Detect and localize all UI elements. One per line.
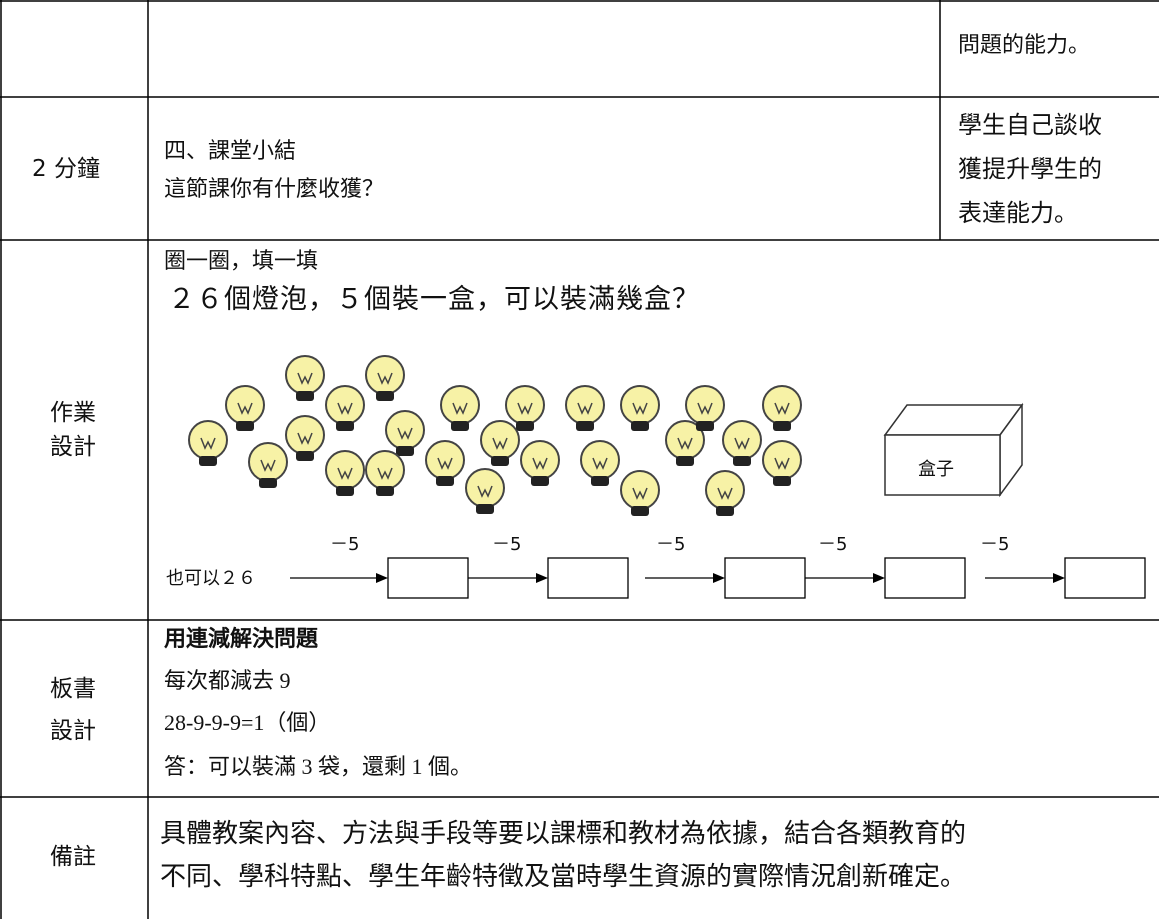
cell-text: 28-9-9-9=1（個） [164,710,331,735]
bulb [722,420,762,466]
bulb [762,440,802,486]
step-label: －5 [818,534,848,555]
chain-start: 也可以２６ [166,568,256,589]
bulb [225,385,265,431]
bulb [565,385,605,431]
cell-text: ２６個燈泡，５個裝一盒，可以裝滿幾盒？ [168,284,700,314]
bulb [520,440,560,486]
bulb [685,385,725,431]
step-label: －5 [330,534,360,555]
bulb [480,420,520,466]
step-label: －5 [492,534,522,555]
cell-text: 這節課你有什麼收獲？ [164,176,385,201]
row-label: 作業 [50,400,96,426]
bulb [385,410,425,456]
time-label: 2 分鐘 [32,156,100,182]
row-label: 板書 [50,676,96,702]
cell-text: 具體教案內容、方法與手段等要以課標和教材為依據，結合各類教育的 [160,819,967,848]
bulb [285,415,325,461]
bulb [620,385,660,431]
box-label: 盒子 [918,459,954,480]
bulb [248,442,288,488]
step-label: －5 [656,534,686,555]
bulb [762,385,802,431]
cell-text: 問題的能力。 [958,32,1091,57]
cell-text: 表達能力。 [958,201,1078,227]
cell-text: 用連減解決問題 [164,626,319,651]
bulb [620,470,660,516]
row-label: 設計 [50,434,96,460]
bulb [325,385,365,431]
bulb [365,450,405,496]
cell-text: 每次都減去 9 [164,668,291,693]
bulb [425,440,465,486]
bulb [665,420,705,466]
cell-text: 獲提升學生的 [958,157,1102,183]
bulb [440,385,480,431]
step-label: －5 [980,534,1010,555]
cell-text: 不同、學科特點、學生年齡特徵及當時學生資源的實際情況創新確定。 [160,862,967,891]
bulb [285,355,325,401]
cell-text: 四、課堂小結 [164,138,297,163]
bulb [505,385,545,431]
row-label: 備註 [50,844,96,870]
cell-text: 圈一圈，填一填 [164,248,319,273]
bulb [325,450,365,496]
bulb [465,468,505,514]
row-label: 設計 [50,718,96,744]
bulb [580,440,620,486]
bulb [365,355,405,401]
bulb [705,470,745,516]
cell-text: 學生自己談收 [958,113,1102,139]
cell-text: 答：可以裝滿 3 袋，還剩 1 個。 [164,754,473,779]
bulb [188,420,228,466]
